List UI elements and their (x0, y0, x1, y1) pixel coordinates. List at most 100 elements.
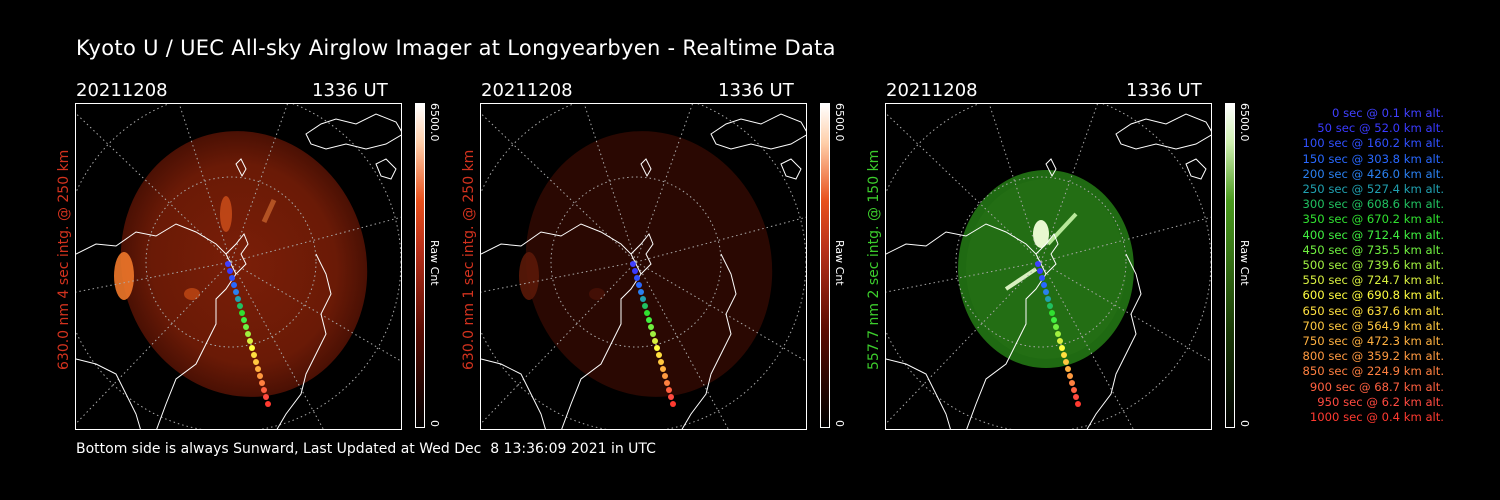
panel-2-time: 1336 UT (718, 80, 794, 101)
trajectory-point (239, 310, 245, 316)
trajectory-point (644, 310, 650, 316)
trajectory-point (670, 401, 676, 407)
panel-2-cbar-max: 6500.0 (833, 103, 846, 142)
trajectory-point (227, 268, 233, 274)
trajectory-point (630, 261, 636, 267)
trajectory-point (646, 317, 652, 323)
legend-item: 400 sec @ 712.4 km alt. (1302, 227, 1444, 242)
trajectory-point (259, 380, 265, 386)
trajectory-point (632, 268, 638, 274)
panel-1-cbar-max: 6500.0 (428, 103, 441, 142)
legend-item: 750 sec @ 472.3 km alt. (1302, 334, 1444, 349)
trajectory-point (1057, 338, 1063, 344)
trajectory-point (640, 296, 646, 302)
page-title: Kyoto U / UEC All-sky Airglow Imager at … (76, 36, 836, 60)
panel-1-colorbar (415, 103, 425, 428)
legend-item: 600 sec @ 690.8 km alt. (1302, 288, 1444, 303)
trajectory-point (233, 289, 239, 295)
panel-1-cbar-unit: Raw Cnt (428, 240, 441, 286)
legend-item: 850 sec @ 224.9 km alt. (1302, 364, 1444, 379)
trajectory-point (1063, 359, 1069, 365)
trajectory-point (245, 331, 251, 337)
trajectory-point (648, 324, 654, 330)
legend-item: 300 sec @ 608.6 km alt. (1302, 197, 1444, 212)
trajectory-point (1065, 366, 1071, 372)
panel-3-cbar-max: 6500.0 (1238, 103, 1251, 142)
panel-1-date: 20211208 (76, 80, 168, 101)
trajectory-point (237, 303, 243, 309)
panel-1-cbar-min: 0 (428, 420, 441, 427)
trajectory-point (1051, 317, 1057, 323)
legend-item: 200 sec @ 426.0 km alt. (1302, 166, 1444, 181)
trajectory-point (1049, 310, 1055, 316)
legend-item: 550 sec @ 724.7 km alt. (1302, 273, 1444, 288)
trajectory-point (241, 317, 247, 323)
trajectory-point (1067, 373, 1073, 379)
trajectory-point (656, 352, 662, 358)
trajectory-point (243, 324, 249, 330)
legend-item: 150 sec @ 303.8 km alt. (1302, 151, 1444, 166)
trajectory-point (1055, 331, 1061, 337)
panel-1-time: 1336 UT (312, 80, 388, 101)
legend-item: 100 sec @ 160.2 km alt. (1302, 136, 1444, 151)
trajectory-point (257, 373, 263, 379)
trajectory-point (1035, 261, 1041, 267)
trajectory-point (1047, 303, 1053, 309)
panel-3-date: 20211208 (886, 80, 978, 101)
trajectory-point (664, 380, 670, 386)
trajectory-point (251, 352, 257, 358)
panel-2-cbar-min: 0 (833, 420, 846, 427)
trajectory-point (660, 366, 666, 372)
trajectory-point (1059, 345, 1065, 351)
trajectory-point (1037, 268, 1043, 274)
trajectory-point (261, 387, 267, 393)
trajectory-point (642, 303, 648, 309)
panel-3-ylabel: 557.7 nm 2 sec intg. @ 150 km (866, 149, 882, 370)
trajectory-point (249, 345, 255, 351)
legend-item: 250 sec @ 527.4 km alt. (1302, 182, 1444, 197)
trajectory-legend: 0 sec @ 0.1 km alt. 50 sec @ 52.0 km alt… (1256, 106, 1444, 425)
trajectory-point (658, 359, 664, 365)
panel-2-cbar-unit: Raw Cnt (833, 240, 846, 286)
legend-item: 800 sec @ 359.2 km alt. (1302, 349, 1444, 364)
legend-item: 700 sec @ 564.9 km alt. (1302, 318, 1444, 333)
legend-item: 1000 sec @ 0.4 km alt. (1309, 410, 1444, 425)
trajectory-point (263, 394, 269, 400)
trajectory-point (634, 275, 640, 281)
legend-item: 950 sec @ 6.2 km alt. (1317, 394, 1444, 409)
trajectory-point (652, 338, 658, 344)
trajectory-point (636, 282, 642, 288)
panel-3-cbar-unit: Raw Cnt (1238, 240, 1251, 286)
trajectory-point (231, 282, 237, 288)
trajectory-point (265, 401, 271, 407)
panel-3-cbar-min: 0 (1238, 420, 1251, 427)
panel-3-time: 1336 UT (1126, 80, 1202, 101)
legend-item: 650 sec @ 637.6 km alt. (1302, 303, 1444, 318)
panel-2-ylabel: 630.0 nm 1 sec intg. @ 250 km (461, 149, 477, 370)
legend-item: 900 sec @ 68.7 km alt. (1309, 379, 1444, 394)
panel-1-ylabel: 630.0 nm 4 sec intg. @ 250 km (56, 149, 72, 370)
trajectory-point (1075, 401, 1081, 407)
legend-item: 350 sec @ 670.2 km alt. (1302, 212, 1444, 227)
trajectory-point (1043, 289, 1049, 295)
legend-item: 450 sec @ 735.5 km alt. (1302, 242, 1444, 257)
trajectory-point (1039, 275, 1045, 281)
trajectory-point (662, 373, 668, 379)
trajectory-point (1041, 282, 1047, 288)
trajectory-point (247, 338, 253, 344)
panel-1-image (75, 103, 402, 430)
trajectory-point (1061, 352, 1067, 358)
trajectory-point (229, 275, 235, 281)
trajectory-point (235, 296, 241, 302)
trajectory-point (1045, 296, 1051, 302)
footer-status: Bottom side is always Sunward, Last Upda… (76, 441, 656, 457)
trajectory-point (1069, 380, 1075, 386)
trajectory-point (253, 359, 259, 365)
trajectory-point (255, 366, 261, 372)
trajectory-point (1073, 394, 1079, 400)
trajectory-point (668, 394, 674, 400)
trajectory-point (1053, 324, 1059, 330)
panel-2-colorbar (820, 103, 830, 428)
panel-2-date: 20211208 (481, 80, 573, 101)
trajectory-point (638, 289, 644, 295)
